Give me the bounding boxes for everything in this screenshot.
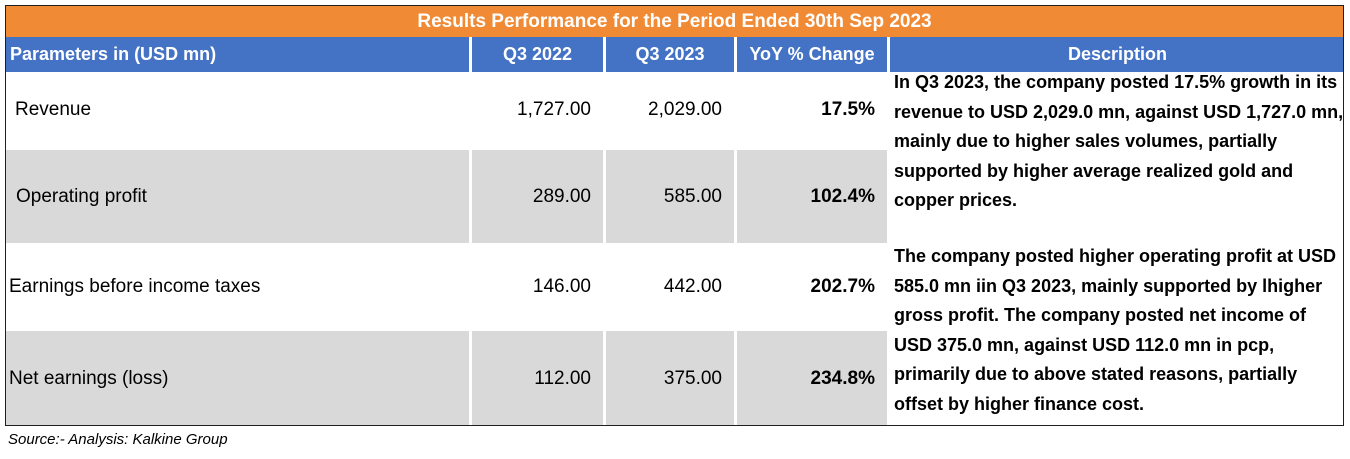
header-yoy: YoY % Change [737,37,887,72]
description-revenue: In Q3 2023, the company posted 17.5% gro… [894,72,1344,210]
results-table: Results Performance for the Period Ended… [5,5,1344,426]
description-profit: The company posted higher operating prof… [894,246,1337,414]
header-q3-2022: Q3 2022 [472,37,603,72]
cell-revenue-yoy: 17.5% [821,99,875,120]
row-bg [6,150,469,243]
cell-operating-profit-q3-2022: 289.00 [532,185,591,207]
row-bg [737,150,887,243]
row-label-net-earnings: Net earnings (loss) [9,367,169,389]
cell-ebit-q3-2022: 146.00 [532,276,591,297]
header-q3-2023: Q3 2023 [606,37,734,72]
row-bg [606,150,734,243]
cell-net-earnings-yoy: 234.8% [810,367,875,389]
table-title: Results Performance for the Period Ended… [6,6,1343,37]
row-bg [606,331,734,425]
header-parameters: Parameters in (USD mn) [6,37,469,72]
cell-net-earnings-q3-2022: 112.00 [534,367,591,389]
cell-ebit-q3-2023: 442.00 [663,276,722,297]
cell-operating-profit-q3-2023: 585.00 [663,185,722,207]
cell-revenue-q3-2023: 2,029.00 [648,99,722,120]
row-bg [472,331,603,425]
row-label-revenue: Revenue [15,99,92,120]
row-bg [6,331,469,425]
row-bg [737,331,887,425]
source-note: Source:- Analysis: Kalkine Group [8,431,228,448]
row-label-operating-profit: Operating profit [16,185,147,207]
cell-ebit-yoy: 202.7% [810,276,875,297]
row-label-ebit: Earnings before income taxes [9,276,261,297]
cell-revenue-q3-2022: 1,727.00 [517,99,591,120]
row-bg [472,150,603,243]
header-description: Description [890,37,1343,72]
cell-net-earnings-q3-2023: 375.00 [663,367,722,389]
cell-operating-profit-yoy: 102.4% [810,185,875,207]
